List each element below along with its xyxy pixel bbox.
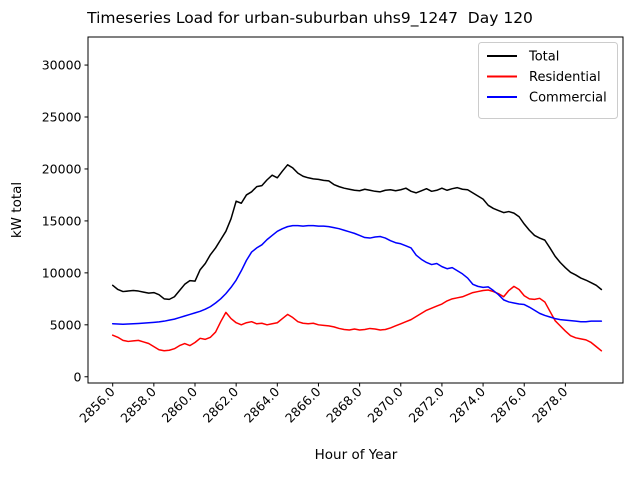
- x-axis-label: Hour of Year: [315, 447, 398, 463]
- y-tick-label: 5000: [50, 317, 82, 332]
- legend: Total Residential Commercial: [478, 42, 618, 119]
- legend-label-residential: Residential: [529, 70, 601, 85]
- y-tick-label: 0: [74, 369, 82, 384]
- y-axis-label: kW total: [9, 182, 25, 238]
- legend-label-commercial: Commercial: [529, 91, 607, 106]
- series-line-commercial: [111, 224, 603, 325]
- y-tick-label: 25000: [42, 110, 82, 125]
- y-axis-ticks: 0 5000 10000 15000 20000 25000 30000: [42, 58, 88, 384]
- legend-box: [478, 42, 618, 119]
- axes-frame: [87, 36, 624, 384]
- series-line-residential: [111, 285, 603, 352]
- legend-label-total: Total: [528, 50, 559, 65]
- y-tick-label: 15000: [42, 213, 82, 228]
- series-line-total: [111, 164, 603, 301]
- y-tick-label: 30000: [42, 58, 82, 73]
- y-tick-label: 20000: [42, 161, 82, 176]
- series-lines: [111, 164, 603, 352]
- y-tick-label: 10000: [42, 265, 82, 280]
- chart-title: Timeseries Load for urban-suburban uhs9_…: [86, 9, 533, 28]
